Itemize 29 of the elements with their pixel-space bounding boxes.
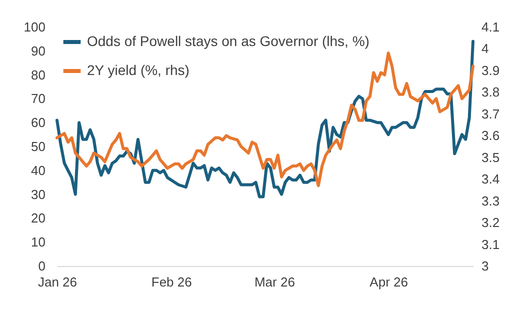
legend-label: Odds of Powell stays on as Governor (lhs, %) [87, 33, 370, 49]
y-tick-label: 40 [31, 162, 46, 178]
y2-tick-label: 4.1 [482, 20, 500, 34]
y2-tick-label: 3.5 [482, 150, 500, 165]
y-tick-label: 90 [31, 43, 46, 58]
y2-tick-label: 3.1 [482, 236, 500, 252]
y2-tick-label: 3.7 [482, 106, 500, 122]
y2-tick-label: 3 [482, 258, 489, 274]
y2-tick-label: 3.9 [482, 62, 500, 78]
y-tick-label: 60 [31, 115, 46, 130]
y-tick-label: 80 [31, 67, 46, 82]
legend-label: 2Y yield (%, rhs) [87, 62, 190, 78]
y2-tick-label: 3.8 [482, 84, 500, 100]
x-tick-label: Apr 26 [370, 274, 408, 290]
x-tick-label: Jan 26 [38, 274, 78, 290]
y-tick-label: 20 [31, 210, 46, 226]
y-tick-label: 30 [31, 186, 46, 202]
x-tick-label: Feb 26 [151, 274, 192, 290]
y-tick-label: 70 [31, 91, 46, 106]
y2-tick-label: 3.2 [482, 215, 500, 230]
y-tick-label: 50 [31, 139, 46, 154]
y-tick-label: 0 [38, 258, 46, 274]
y-tick-label: 10 [31, 234, 46, 250]
y2-tick-label: 3.3 [482, 193, 500, 208]
y2-tick-label: 3.6 [482, 128, 500, 144]
y2-tick-label: 3.4 [482, 172, 500, 187]
y2-tick-label: 4 [482, 41, 489, 56]
x-tick-label: Mar 26 [254, 274, 295, 290]
y-tick-label: 100 [24, 20, 46, 34]
